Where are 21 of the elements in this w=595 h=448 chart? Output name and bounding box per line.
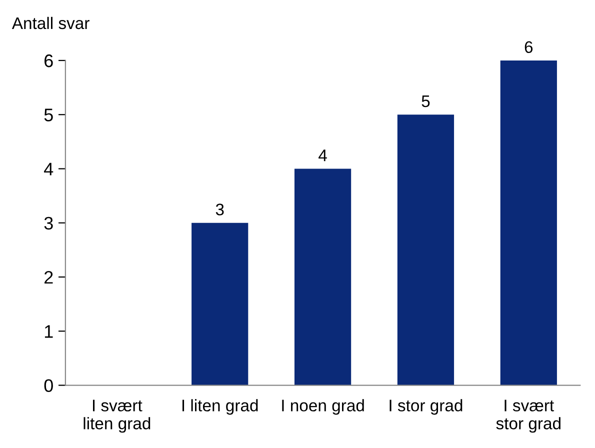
bar [500, 60, 557, 386]
x-tick-label: I liten grad [182, 399, 258, 415]
x-tick-label: I stor grad [390, 399, 462, 415]
y-axis-title: Antall svar [12, 16, 90, 30]
y-tick-label: 5 [44, 108, 53, 122]
y-tick-label: 6 [44, 54, 53, 68]
bar [294, 168, 352, 386]
y-tick-label: 0 [44, 379, 53, 392]
x-tick-label: I noen grad [282, 399, 364, 415]
bar [397, 114, 454, 386]
y-tick-label: 2 [44, 270, 53, 284]
y-tick-label: 4 [44, 162, 54, 176]
y-tick-label: 1 [44, 325, 53, 338]
bar [192, 222, 248, 386]
y-tick-label: 3 [44, 216, 53, 230]
x-tick-label: I svært liten grad [84, 400, 150, 433]
data-label: 6 [524, 41, 533, 54]
data-label: 5 [422, 96, 430, 108]
data-label: 3 [216, 204, 224, 216]
x-tick-label: I svært stor grad [496, 400, 560, 433]
data-label: 4 [318, 150, 327, 162]
